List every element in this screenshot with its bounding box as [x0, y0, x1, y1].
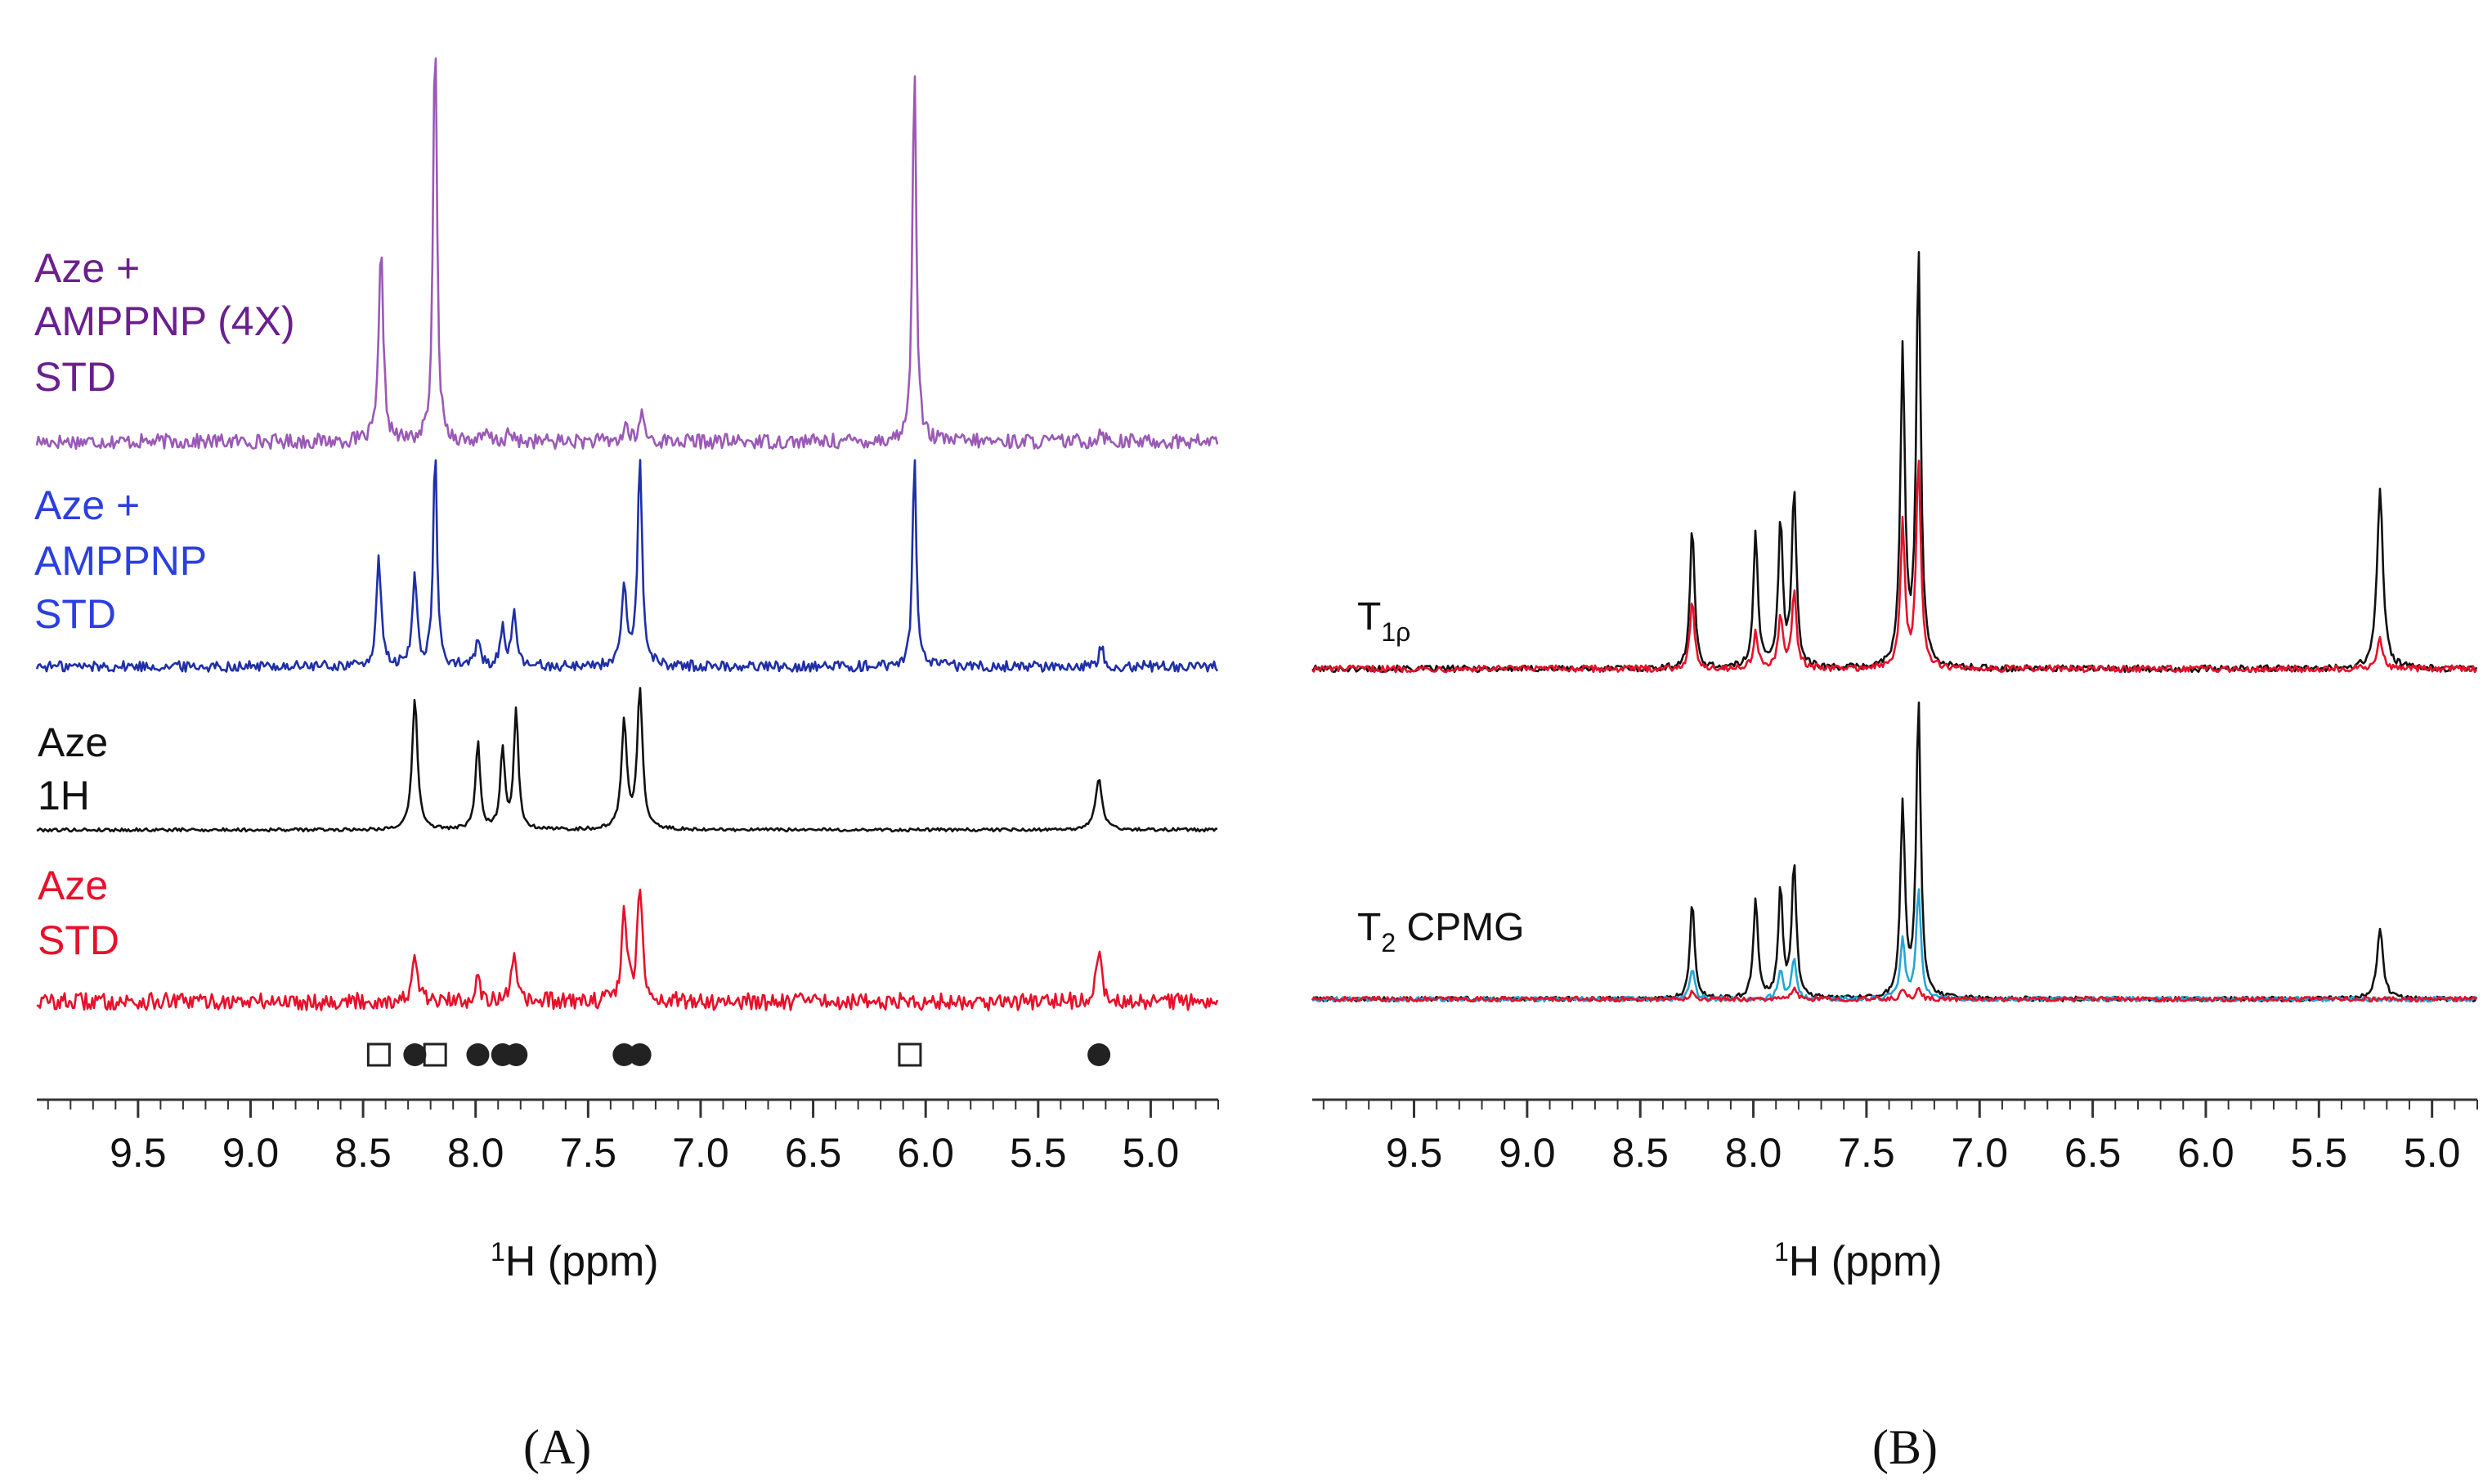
label-t2-rest: CPMG [1396, 906, 1524, 949]
label-blue-line-1: Aze + [34, 482, 140, 528]
panel-b: T1ρ T2 CPMG 9.5 9.0 8.5 8.0 7.5 7.0 6.5 6.0 5.5 5… [1311, 251, 2478, 1474]
label-t2-sub: 2 [1381, 928, 1396, 957]
panel-b-tick-label: 9.0 [1499, 1130, 1556, 1176]
open-square-marker [898, 1042, 922, 1067]
panel-a-tick-label: 6.5 [785, 1130, 842, 1176]
panel-a-trace-blue [35, 459, 1219, 673]
panel-b-x-axis: 9.5 9.0 8.5 8.0 7.5 7.0 6.5 6.0 5.5 5.0 [1312, 1098, 2478, 1176]
panel-a-x-axis-title-main: H (ppm) [505, 1238, 659, 1285]
open-square-marker [366, 1042, 391, 1067]
label-black-line-2: 1H [38, 773, 90, 818]
panel-b-tick-label: 5.0 [2404, 1130, 2461, 1176]
label-black: Aze 1H [38, 720, 119, 818]
panel-b-trace-1-red [1311, 986, 2477, 1003]
label-red: Aze STD [38, 863, 119, 963]
panel-a-trace-purple [35, 57, 1219, 451]
panel-a-tick-label: 5.5 [1010, 1130, 1067, 1176]
label-t1rho-main: T [1357, 595, 1381, 639]
open-square-marker [423, 1042, 447, 1067]
label-blue: Aze + AMPPNP STD [34, 482, 217, 637]
filled-circle-marker [612, 1043, 636, 1066]
label-purple: Aze + AMPPNP (4X) STD [34, 245, 307, 400]
panel-b-tick-label: 9.5 [1386, 1130, 1443, 1176]
filled-circle-marker [403, 1043, 427, 1066]
label-red-line-2: STD [38, 917, 119, 963]
panel-b-letter: (B) [1872, 1420, 1938, 1474]
panel-b-trace-0-red [1311, 460, 2478, 674]
label-purple-line-3: STD [34, 354, 116, 400]
panel-a-tick-label: 8.0 [447, 1130, 504, 1176]
panel-a-x-axis: 9.5 9.0 8.5 8.0 7.5 7.0 6.5 6.0 5.5 5.0 [37, 1098, 1219, 1176]
panel-b-tick-label: 6.0 [2177, 1130, 2234, 1176]
panel-b-tick-label: 5.5 [2291, 1130, 2348, 1176]
panel-a-tick-label: 9.0 [222, 1130, 280, 1176]
panel-a-tick-label: 9.5 [110, 1130, 167, 1176]
panel-a-tick-label: 6.0 [897, 1130, 954, 1176]
label-t2-main: T [1357, 906, 1381, 949]
label-t1rho-sub: 1ρ [1381, 617, 1410, 647]
panel-a-tick-label: 8.5 [334, 1130, 392, 1176]
panel-a-tick-label: 5.0 [1123, 1130, 1180, 1176]
label-purple-line-1: Aze + [34, 245, 140, 291]
panel-a-x-axis-title: 1H (ppm) [491, 1237, 659, 1285]
label-purple-line-2: AMPPNP (4X) [34, 298, 295, 344]
panel-a-tick-label: 7.5 [560, 1130, 617, 1176]
panel-a-tick-label: 7.0 [672, 1130, 729, 1176]
filled-circle-marker [1087, 1043, 1111, 1066]
panel-a: Aze + AMPPNP (4X) STD Aze + AMPPNP STD A… [34, 57, 1219, 1474]
panel-a-x-axis-title-super: 1 [491, 1237, 505, 1267]
panel-b-tick-label: 7.5 [1838, 1130, 1895, 1176]
label-t1rho: T1ρ [1357, 595, 1410, 647]
label-blue-line-2: AMPPNP [34, 538, 206, 584]
panel-a-trace-red [36, 888, 1219, 1011]
panel-a-peak-markers [366, 1042, 1111, 1067]
label-blue-line-3: STD [34, 591, 116, 637]
filled-circle-marker [628, 1043, 652, 1066]
panel-b-traces [1311, 251, 2478, 1003]
filled-circle-marker [504, 1043, 528, 1066]
panel-b-tick-label: 8.0 [1725, 1130, 1782, 1176]
panel-a-traces [35, 57, 1219, 1011]
label-t2-cpmg: T2 CPMG [1357, 906, 1524, 957]
panel-a-trace-black [36, 687, 1217, 833]
panel-b-x-axis-title-main: H (ppm) [1789, 1238, 1943, 1285]
panel-b-tick-label: 6.5 [2064, 1130, 2122, 1176]
panel-b-x-axis-title: 1H (ppm) [1774, 1237, 1943, 1285]
panel-a-letter: (A) [523, 1420, 591, 1474]
panel-b-tick-label: 7.0 [1952, 1130, 2009, 1176]
panel-b-tick-label: 8.5 [1611, 1130, 1669, 1176]
filled-circle-marker [466, 1043, 490, 1066]
panel-b-x-axis-title-super: 1 [1774, 1237, 1789, 1267]
label-black-line-1: Aze [38, 720, 108, 765]
label-red-line-1: Aze [38, 863, 108, 908]
